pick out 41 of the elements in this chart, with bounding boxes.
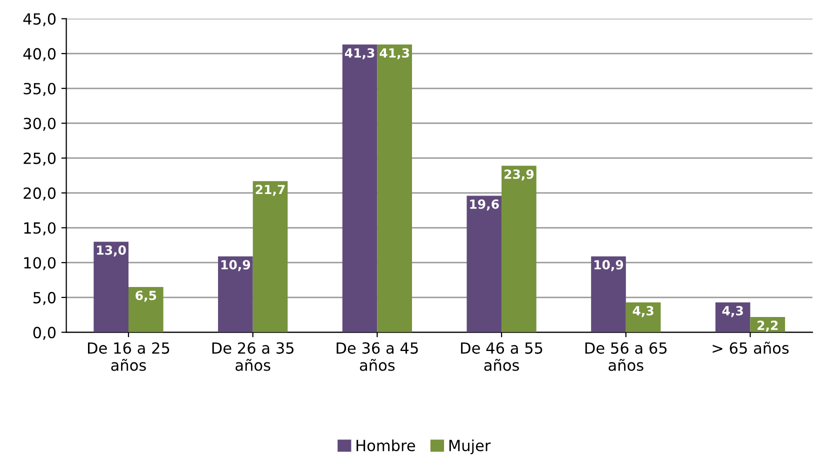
data-label: 2,2 bbox=[758, 320, 778, 332]
y-tick-label: 40,0 bbox=[23, 48, 56, 62]
data-label: 23,9 bbox=[504, 169, 534, 180]
x-tick-label: De 16 a 25 años bbox=[88, 342, 170, 371]
y-tick-label: 35,0 bbox=[24, 82, 56, 96]
bar bbox=[591, 256, 626, 332]
x-tick-label: De 46 a 55 años bbox=[461, 342, 542, 371]
data-label: 4,3 bbox=[632, 306, 654, 318]
y-tick-label: 15,0 bbox=[24, 222, 56, 236]
legend-label: Hombre bbox=[356, 439, 416, 452]
bar bbox=[377, 44, 412, 332]
y-tick-label: 10,0 bbox=[24, 257, 56, 270]
bar bbox=[94, 242, 128, 332]
y-tick-label: 5,0 bbox=[33, 292, 56, 306]
data-label: 21,7 bbox=[256, 184, 285, 196]
legend-label: Mujer bbox=[449, 439, 491, 454]
data-label: 19,6 bbox=[470, 199, 499, 210]
bar bbox=[218, 256, 253, 332]
bar bbox=[342, 44, 378, 332]
bar bbox=[502, 166, 536, 332]
data-label: 41,3 bbox=[344, 48, 374, 60]
bar bbox=[466, 196, 502, 332]
x-tick-label: De 26 a 35 años bbox=[212, 342, 294, 371]
data-label: 4,3 bbox=[722, 306, 743, 318]
bar bbox=[128, 286, 164, 332]
y-tick-label: 0,0 bbox=[33, 326, 56, 340]
x-tick-label: > 65 años bbox=[712, 342, 789, 354]
y-tick-label: 30,0 bbox=[24, 118, 56, 131]
data-label: 10,9 bbox=[221, 260, 250, 272]
y-tick-label: 25,0 bbox=[24, 152, 56, 166]
y-tick-label: 45,0 bbox=[23, 13, 56, 26]
data-label: 6,5 bbox=[136, 290, 156, 302]
x-tick-label: De 36 a 45 años bbox=[336, 342, 418, 371]
bar bbox=[626, 302, 661, 332]
bar bbox=[252, 181, 288, 332]
bar bbox=[715, 302, 750, 332]
data-label: 13,0 bbox=[97, 245, 126, 256]
y-tick-label: 20,0 bbox=[24, 187, 56, 200]
x-tick-label: De 56 a 65 años bbox=[585, 342, 667, 371]
data-label: 10,9 bbox=[594, 260, 624, 272]
data-label: 41,3 bbox=[380, 48, 410, 60]
